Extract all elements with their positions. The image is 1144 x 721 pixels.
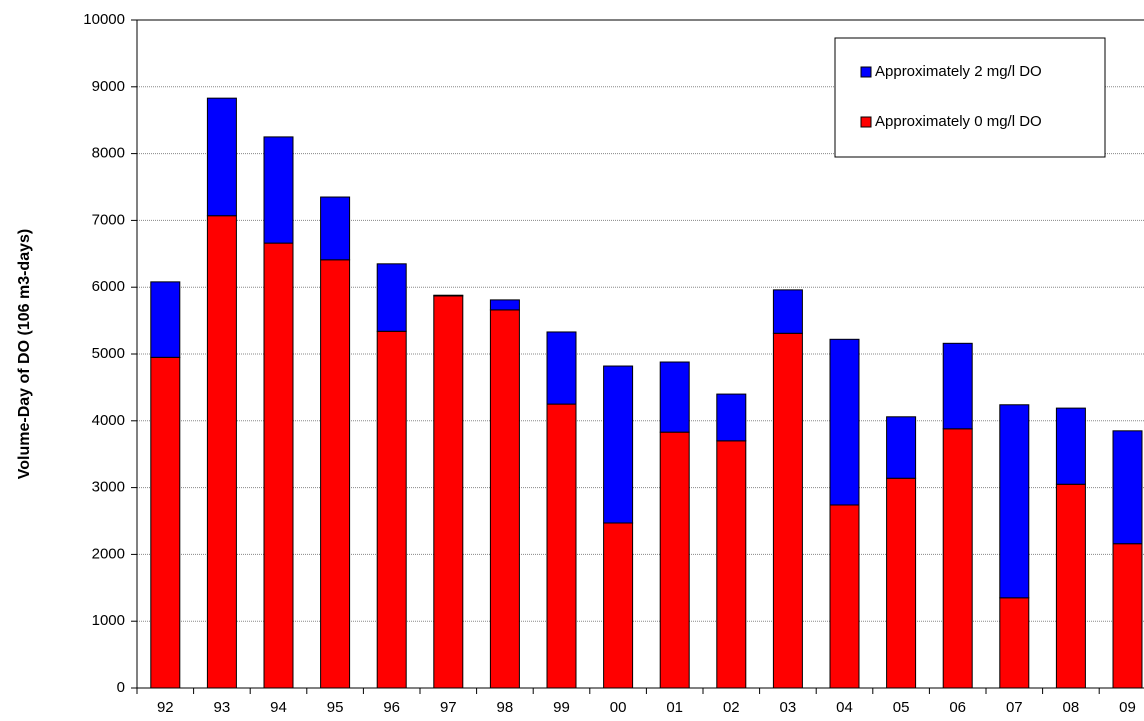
- bar: [659, 361, 690, 433]
- x-tick-label: 05: [893, 699, 910, 716]
- x-tick-label: 03: [780, 699, 797, 716]
- bar: [772, 332, 803, 689]
- y-tick-label: 6000: [92, 278, 125, 295]
- x-tick-label: 93: [214, 699, 231, 716]
- bar: [376, 330, 407, 689]
- y-axis-label: Volume-Day of DO (106 m3-days): [16, 229, 33, 479]
- y-tick-label: 4000: [92, 412, 125, 429]
- legend-swatch: [860, 116, 872, 128]
- bar: [1055, 407, 1086, 485]
- bar: [433, 295, 464, 689]
- x-tick-label: 96: [383, 699, 400, 716]
- bar: [320, 196, 351, 261]
- bar: [829, 504, 860, 689]
- bar: [999, 404, 1030, 599]
- bar: [489, 299, 520, 311]
- x-tick-label: 08: [1063, 699, 1080, 716]
- bar: [489, 309, 520, 689]
- x-tick-label: 06: [949, 699, 966, 716]
- y-tick-label: 5000: [92, 345, 125, 362]
- bar: [206, 97, 237, 217]
- bar: [546, 403, 577, 689]
- bar: [999, 597, 1030, 689]
- legend-swatch: [860, 66, 872, 78]
- legend-label: Approximately 0 mg/l DO: [875, 113, 1042, 130]
- y-tick-label: 3000: [92, 479, 125, 496]
- y-tick-label: 9000: [92, 78, 125, 95]
- bar: [942, 342, 973, 430]
- bar: [320, 259, 351, 689]
- x-tick-label: 01: [666, 699, 683, 716]
- bar: [603, 365, 634, 524]
- x-tick-label: 94: [270, 699, 287, 716]
- bar: [1055, 483, 1086, 689]
- x-tick-label: 02: [723, 699, 740, 716]
- bar: [603, 522, 634, 689]
- bar: [263, 136, 294, 244]
- x-tick-label: 98: [497, 699, 514, 716]
- bar: [546, 331, 577, 405]
- bar: [433, 294, 464, 297]
- x-tick-label: 07: [1006, 699, 1023, 716]
- bar: [150, 356, 181, 689]
- bar: [829, 338, 860, 506]
- x-tick-label: 92: [157, 699, 174, 716]
- plot: [136, 19, 1144, 689]
- y-tick-label: 2000: [92, 545, 125, 562]
- bar: [659, 431, 690, 689]
- legend-label: Approximately 2 mg/l DO: [875, 63, 1042, 80]
- x-tick-label: 97: [440, 699, 457, 716]
- x-tick-label: 09: [1119, 699, 1136, 716]
- bar: [886, 477, 917, 689]
- bar: [942, 428, 973, 689]
- bar: [206, 215, 237, 689]
- bar: [376, 263, 407, 332]
- bar: [150, 281, 181, 358]
- bar: [1112, 543, 1143, 689]
- y-tick-label: 1000: [92, 612, 125, 629]
- y-tick-label: 10000: [83, 11, 125, 28]
- x-tick-label: 04: [836, 699, 853, 716]
- bar: [886, 416, 917, 479]
- bar: [1112, 430, 1143, 545]
- y-tick-label: 8000: [92, 145, 125, 162]
- x-tick-label: 99: [553, 699, 570, 716]
- bar: [716, 440, 747, 689]
- x-tick-label: 00: [610, 699, 627, 716]
- bar: [716, 393, 747, 442]
- x-tick-label: 95: [327, 699, 344, 716]
- bar: [263, 242, 294, 689]
- legend-box: [834, 37, 1106, 158]
- y-tick-label: 7000: [92, 211, 125, 228]
- y-tick-label: 0: [117, 679, 125, 696]
- bar: [772, 289, 803, 334]
